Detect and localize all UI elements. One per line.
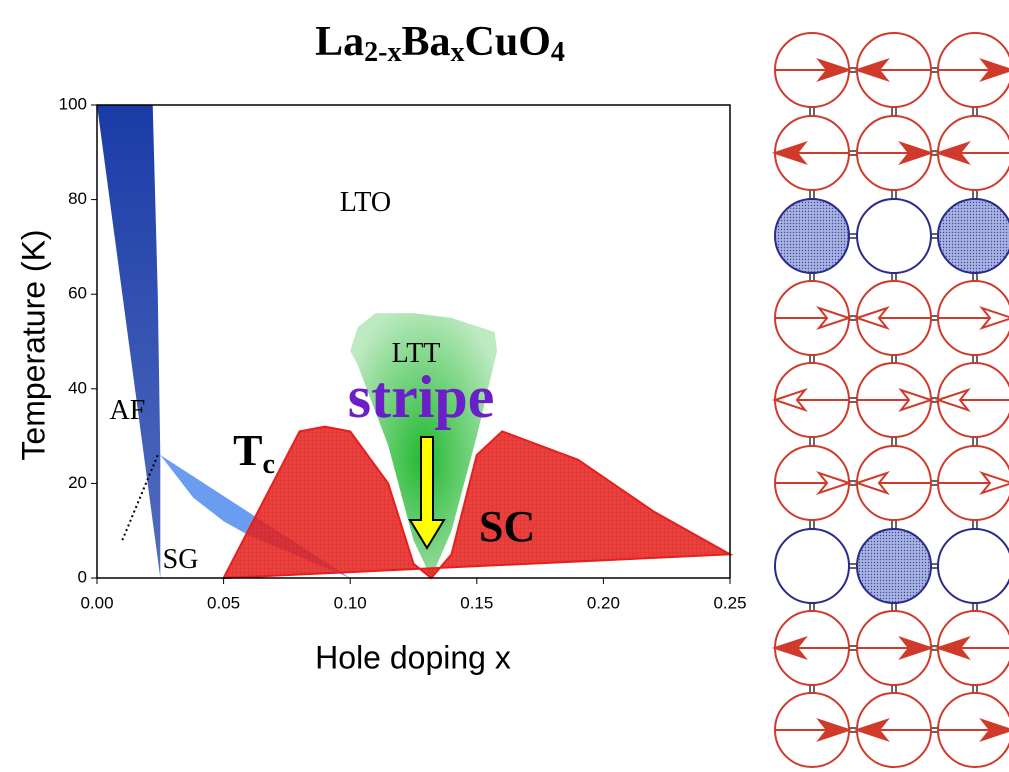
chart-title: La2-xBaxCuO4 (315, 19, 565, 69)
spin-head (853, 57, 890, 83)
plot: 0 20 40 60 80 100 0.00 0.05 0.10 0.15 0.20 0.25 Hole… (15, 94, 746, 675)
spin-head (816, 57, 853, 83)
annotation: AF (109, 395, 145, 426)
plot-frame (96, 104, 731, 579)
spin-head (853, 470, 890, 496)
x-tick-label: 0.25 (713, 593, 746, 612)
spin-head (979, 305, 1009, 331)
site (774, 528, 850, 604)
spin-head (853, 305, 890, 331)
site (774, 198, 850, 274)
spin-head (898, 387, 935, 413)
spin-head (934, 140, 971, 166)
title-part: Ba (401, 19, 450, 65)
spin-head (816, 717, 853, 743)
boundary-line (121, 454, 159, 541)
spin-head (898, 140, 935, 166)
x-tick-label: 0.00 (80, 593, 113, 612)
spin-head (934, 635, 971, 661)
title-part: La (315, 19, 364, 65)
title-part: x (451, 37, 465, 68)
site (856, 528, 932, 604)
annotation: SC (479, 502, 535, 551)
spin-head (771, 140, 808, 166)
y-tick-label: 60 (68, 284, 87, 303)
spin-head (979, 470, 1009, 496)
spin-head (816, 305, 853, 331)
y-tick-label: 20 (68, 473, 87, 492)
y-tick-label: 80 (68, 189, 87, 208)
annotation-part: c (262, 449, 274, 480)
annotation: Tc (233, 426, 275, 480)
arrow (408, 436, 446, 550)
y-axis-label: Temperature (K) (15, 229, 51, 460)
annotation: SG (163, 544, 199, 575)
phase-region-texture (223, 426, 730, 578)
spin-diagram (771, 32, 1009, 768)
annotation: LTT (392, 338, 441, 369)
annotation: stripe (348, 364, 495, 430)
x-tick-label: 0.10 (334, 593, 367, 612)
spin-head (979, 57, 1009, 83)
annotation-part: T (233, 426, 262, 475)
x-tick-label: 0.15 (460, 593, 493, 612)
x-tick-label: 0.20 (587, 593, 620, 612)
site (937, 198, 1009, 274)
title-part: CuO (465, 19, 551, 65)
y-tick-label: 40 (68, 378, 87, 397)
spin-head (979, 717, 1009, 743)
spin-head (898, 635, 935, 661)
y-tick-label: 0 (78, 567, 87, 586)
phase-region (97, 105, 161, 578)
spin-head (934, 387, 971, 413)
site (856, 198, 932, 274)
site (937, 528, 1009, 604)
spin-head (816, 470, 853, 496)
x-tick-label: 0.05 (207, 593, 240, 612)
spin-head (771, 387, 808, 413)
y-tick-label: 100 (59, 94, 87, 113)
annotation: LTO (340, 187, 391, 218)
x-axis-label: Hole doping x (315, 639, 511, 675)
spin-head (771, 635, 808, 661)
title-part: 4 (551, 37, 565, 68)
title-part: 2-x (364, 37, 401, 68)
spin-head (853, 717, 890, 743)
